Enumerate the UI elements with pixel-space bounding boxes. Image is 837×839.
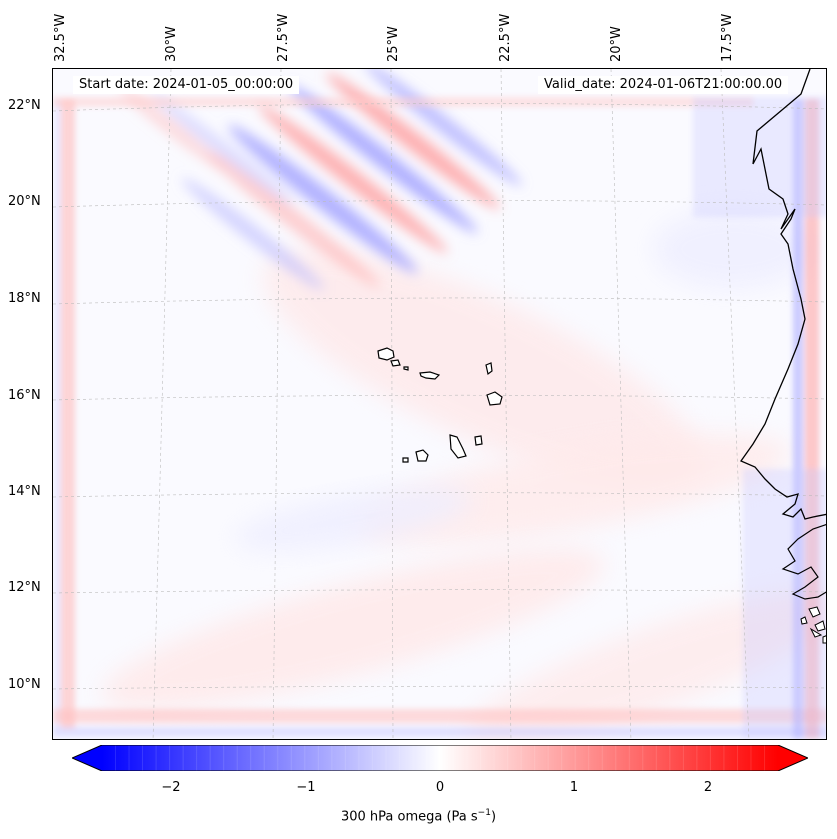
guinea-bissau-coast: [781, 524, 826, 600]
lon-label-27-5w: 27.5°W: [276, 13, 291, 62]
lat-label-10n: 10°N: [8, 677, 41, 692]
island-sao-vicente: [390, 359, 401, 367]
map-panel[interactable]: [52, 68, 827, 740]
boundary-bands: [53, 97, 826, 739]
colorbar-tick-0: 0: [435, 780, 445, 795]
west-africa-coastline: [740, 69, 826, 520]
graticule: [53, 69, 826, 739]
island-brava: [402, 457, 409, 463]
cape-verde-islands: [377, 347, 503, 463]
omega-field-map[interactable]: [53, 69, 827, 740]
lon-label-17-5w: 17.5°W: [720, 13, 735, 62]
colorbar-steps: [115, 745, 765, 771]
colorbar-gradient: [102, 745, 778, 771]
island-sal: [485, 362, 493, 376]
lat-label-18n: 18°N: [8, 291, 41, 306]
island-santo-antao: [377, 347, 395, 361]
island-sao-nicolau: [419, 371, 441, 380]
island-santiago: [449, 434, 467, 459]
colorbar: [72, 745, 808, 771]
colorbar-tick-2: 2: [703, 780, 713, 795]
lat-label-22n: 22°N: [8, 98, 41, 113]
lat-label-12n: 12°N: [8, 580, 41, 595]
colorbar-label: 300 hPa omega (Pa s−1): [340, 808, 497, 825]
colorbar-tick-neg-1: −1: [296, 780, 316, 795]
colorbar-tick-neg-2: −2: [161, 780, 181, 795]
lat-label-16n: 16°N: [8, 388, 41, 403]
lon-label-30w: 30°W: [164, 26, 179, 62]
colorbar-extend-min-arrow: [72, 745, 102, 771]
bijagos-islands: [800, 606, 826, 644]
lon-label-32-5w: 32.5°W: [53, 13, 68, 62]
lon-label-22-5w: 22.5°W: [498, 13, 513, 62]
lon-label-20w: 20°W: [609, 26, 624, 62]
colorbar-extend-max-arrow: [778, 745, 808, 771]
wave-packet-northwest: [117, 69, 522, 290]
island-santa-luzia: [403, 366, 409, 371]
lat-label-14n: 14°N: [8, 484, 41, 499]
colorbar-tick-1: 1: [569, 780, 579, 795]
island-fogo: [415, 449, 429, 462]
island-maio: [474, 435, 483, 446]
valid-date-label: Valid_date: 2024-01-06T21:00:00.00: [538, 76, 789, 94]
start-date-label: Start date: 2024-01-05_00:00:00: [73, 76, 300, 94]
lat-label-20n: 20°N: [8, 194, 41, 209]
lon-label-25w: 25°W: [386, 26, 401, 62]
island-boa-vista: [486, 391, 503, 406]
